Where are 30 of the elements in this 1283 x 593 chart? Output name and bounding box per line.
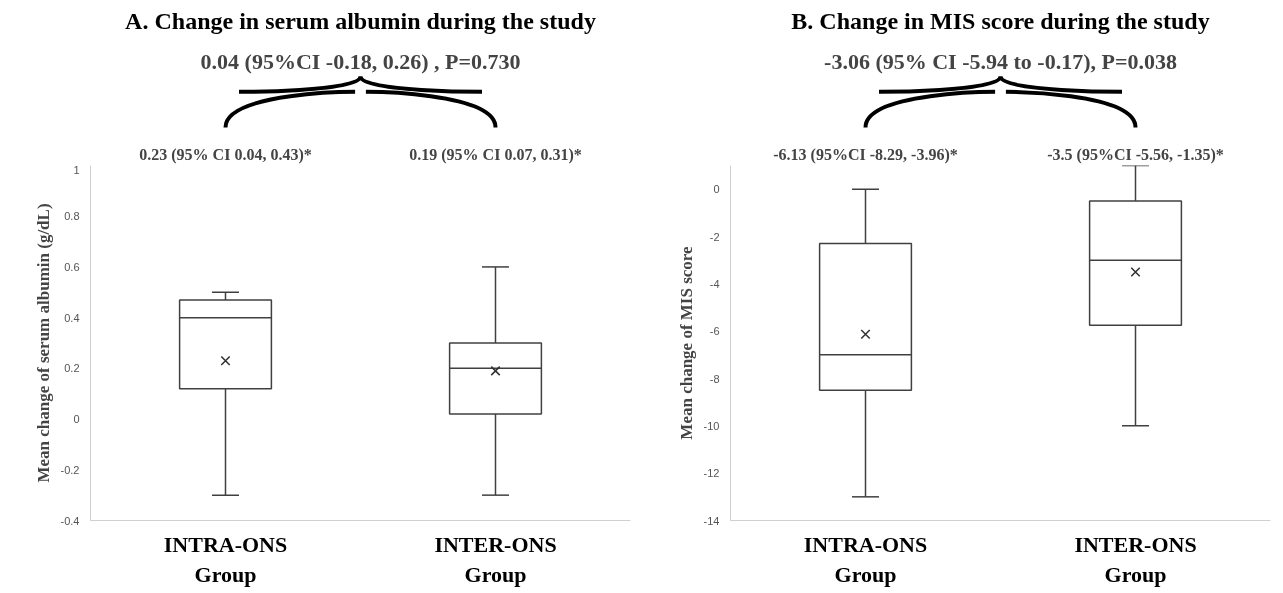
y-tick-label: 0.6 (64, 260, 80, 273)
y-tick-label: -8 (709, 372, 720, 385)
y-tick-label: -0.4 (60, 514, 80, 527)
y-tick-label: -0.2 (60, 463, 80, 476)
text: 0.19 (95% CI 0.07, 0.31)* (409, 145, 582, 164)
x-tick-label: INTRA-ONS Group (803, 531, 928, 587)
x-tick-label: INTER-ONS Group (1074, 531, 1197, 587)
text: -3.06 (95% CI -5.94 to -0.17), P=0.038 (824, 49, 1177, 75)
chart-title: B. Change in MIS score during the study (791, 7, 1210, 34)
y-tick-label: 0 (73, 413, 80, 426)
chart-title: A. Change in serum albumin during the study (125, 7, 596, 34)
y-tick-label: -12 (703, 467, 720, 480)
y-axis-title: Mean change of serum albumin (g/dL) (33, 203, 53, 483)
y-tick-label: 0 (713, 183, 720, 196)
y-tick-label: -14 (703, 514, 720, 527)
text: 0.04 (95%CI -0.18, 0.26) , P=0.730 (200, 49, 521, 75)
text: 0.23 (95% CI 0.04, 0.43)* (139, 145, 312, 164)
text: -3.5 (95%CI -5.56, -1.35)* (1047, 145, 1224, 164)
text: -6.13 (95%CI -8.29, -3.96)* (773, 145, 958, 164)
y-tick-label: -2 (709, 230, 720, 243)
x-tick-label: INTER-ONS Group (434, 531, 557, 587)
y-tick-label: -10 (703, 419, 720, 432)
y-tick-label: 0.2 (64, 362, 80, 375)
y-tick-label: 1 (73, 163, 80, 176)
y-tick-label: -6 (709, 325, 720, 338)
y-tick-label: 0.8 (64, 210, 80, 223)
x-tick-label: INTRA-ONS Group (163, 531, 288, 587)
y-tick-label: 0.4 (64, 311, 80, 324)
y-axis-title: Mean change of MIS score (676, 245, 696, 440)
y-tick-label: -4 (709, 277, 720, 290)
